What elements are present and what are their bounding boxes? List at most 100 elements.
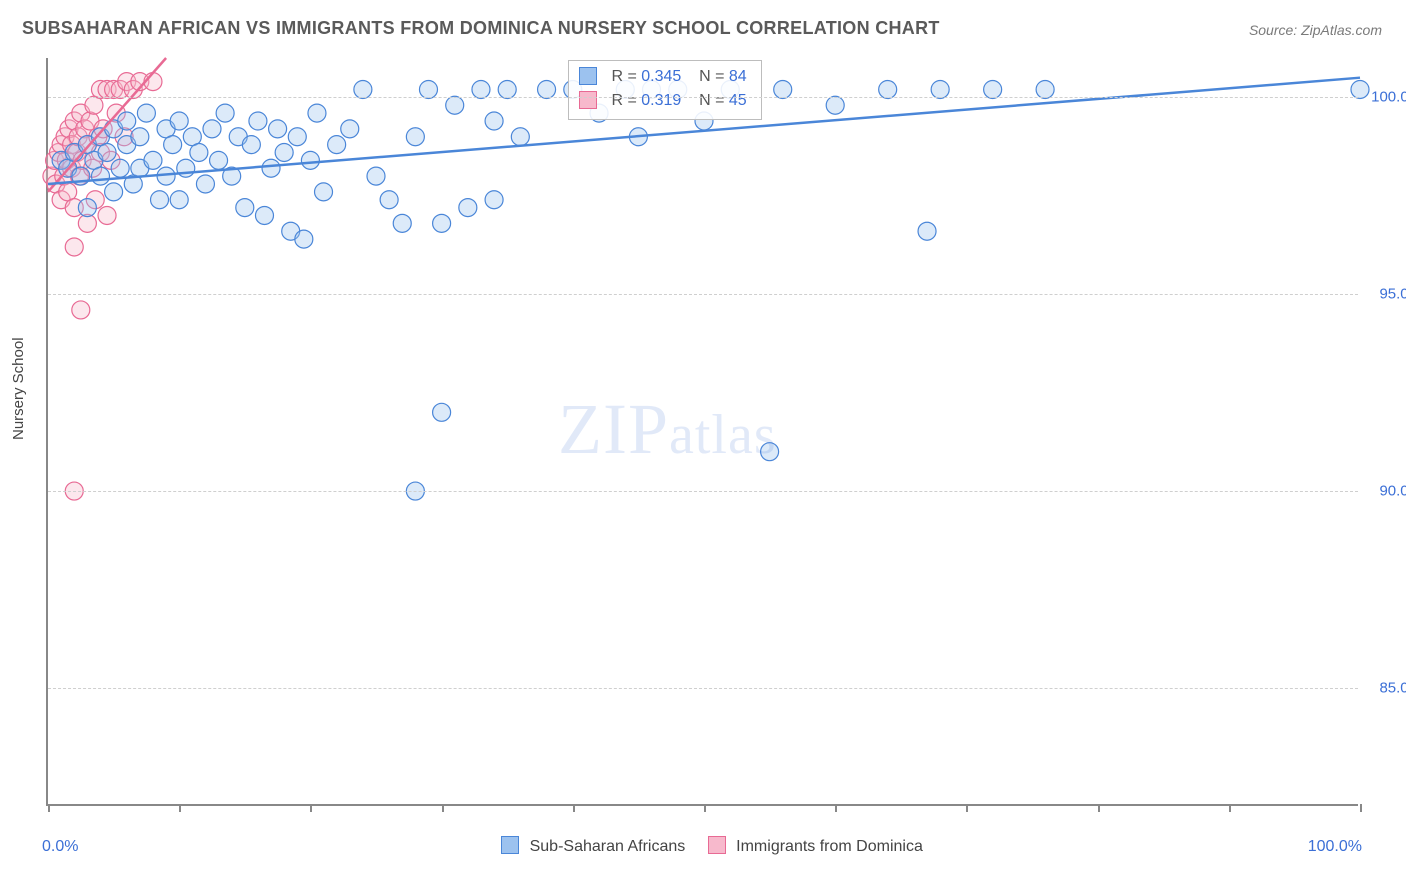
gridline-h xyxy=(48,688,1358,689)
x-tick xyxy=(442,804,444,812)
gridline-h xyxy=(48,97,1358,98)
point-series-a xyxy=(367,167,385,185)
gridline-h xyxy=(48,491,1358,492)
point-series-a xyxy=(315,183,333,201)
square-marker-icon xyxy=(579,67,597,85)
point-series-a xyxy=(485,112,503,130)
x-tick xyxy=(1229,804,1231,812)
y-axis-label: Nursery School xyxy=(10,337,27,440)
point-series-a xyxy=(380,191,398,209)
x-tick xyxy=(48,804,50,812)
point-series-a xyxy=(170,191,188,209)
r-value-a: 0.345 xyxy=(641,68,681,85)
x-tick xyxy=(704,804,706,812)
point-series-a xyxy=(511,128,529,146)
point-series-a xyxy=(328,136,346,154)
point-series-a xyxy=(354,80,372,98)
stats-row-b: R = 0.319 N = 45 xyxy=(579,89,747,113)
x-tick xyxy=(835,804,837,812)
gridline-h xyxy=(48,294,1358,295)
x-tick xyxy=(1098,804,1100,812)
x-tick xyxy=(179,804,181,812)
point-series-a xyxy=(275,143,293,161)
source-attribution: Source: ZipAtlas.com xyxy=(1249,22,1382,38)
point-series-a xyxy=(216,104,234,122)
point-series-a xyxy=(931,80,949,98)
source-prefix: Source: xyxy=(1249,22,1301,38)
x-tick xyxy=(310,804,312,812)
point-series-a xyxy=(78,199,96,217)
point-series-a xyxy=(118,112,136,130)
x-tick xyxy=(573,804,575,812)
point-series-a xyxy=(918,222,936,240)
point-series-a xyxy=(774,80,792,98)
point-series-a xyxy=(137,104,155,122)
square-marker-icon xyxy=(579,91,597,109)
point-series-a xyxy=(498,80,516,98)
point-series-a xyxy=(105,183,123,201)
point-series-a xyxy=(308,104,326,122)
x-tick xyxy=(1360,804,1362,812)
point-series-a xyxy=(190,143,208,161)
legend-label-a: Sub-Saharan Africans xyxy=(530,838,686,855)
r-label: R = xyxy=(611,92,636,109)
point-series-a xyxy=(262,159,280,177)
chart-title: SUBSAHARAN AFRICAN VS IMMIGRANTS FROM DO… xyxy=(22,18,940,39)
point-series-a xyxy=(1036,80,1054,98)
source-name: ZipAtlas.com xyxy=(1301,22,1382,38)
point-series-a xyxy=(879,80,897,98)
point-series-a xyxy=(419,80,437,98)
point-series-a xyxy=(472,80,490,98)
plot-svg xyxy=(48,58,1360,806)
point-series-a xyxy=(288,128,306,146)
n-label: N = xyxy=(699,68,724,85)
y-tick-label: 100.0% xyxy=(1371,89,1406,106)
point-series-a xyxy=(761,443,779,461)
point-series-a xyxy=(984,80,1002,98)
point-series-a xyxy=(301,151,319,169)
point-series-a xyxy=(446,96,464,114)
point-series-a xyxy=(433,403,451,421)
scatter-plot: ZIPatlas R = 0.345 N = 84 R = 0.319 N = … xyxy=(46,58,1358,806)
point-series-a xyxy=(459,199,477,217)
point-series-a xyxy=(485,191,503,209)
point-series-b xyxy=(65,238,83,256)
x-tick xyxy=(966,804,968,812)
legend-label-b: Immigrants from Dominica xyxy=(736,838,923,855)
point-series-a xyxy=(433,214,451,232)
point-series-a xyxy=(196,175,214,193)
legend: Sub-Saharan Africans Immigrants from Dom… xyxy=(0,836,1406,856)
point-series-b xyxy=(72,301,90,319)
point-series-b xyxy=(98,206,116,224)
point-series-a xyxy=(269,120,287,138)
y-tick-label: 90.0% xyxy=(1379,483,1406,500)
n-value-a: 84 xyxy=(729,68,747,85)
point-series-a xyxy=(144,151,162,169)
r-label: R = xyxy=(611,68,636,85)
n-value-b: 45 xyxy=(729,92,747,109)
point-series-a xyxy=(151,191,169,209)
point-series-a xyxy=(203,120,221,138)
point-series-a xyxy=(255,206,273,224)
point-series-a xyxy=(249,112,267,130)
point-series-a xyxy=(295,230,313,248)
point-series-a xyxy=(341,120,359,138)
point-series-a xyxy=(164,136,182,154)
point-series-a xyxy=(393,214,411,232)
point-series-a xyxy=(91,167,109,185)
point-series-a xyxy=(538,80,556,98)
point-series-a xyxy=(131,128,149,146)
point-series-a xyxy=(98,143,116,161)
point-series-a xyxy=(242,136,260,154)
y-tick-label: 85.0% xyxy=(1379,679,1406,696)
n-label: N = xyxy=(699,92,724,109)
point-series-a xyxy=(826,96,844,114)
point-series-a xyxy=(170,112,188,130)
point-series-a xyxy=(111,159,129,177)
point-series-a xyxy=(210,151,228,169)
stats-box: R = 0.345 N = 84 R = 0.319 N = 45 xyxy=(568,60,762,120)
square-marker-icon xyxy=(501,836,519,854)
square-marker-icon xyxy=(708,836,726,854)
y-tick-label: 95.0% xyxy=(1379,286,1406,303)
point-series-a xyxy=(406,128,424,146)
